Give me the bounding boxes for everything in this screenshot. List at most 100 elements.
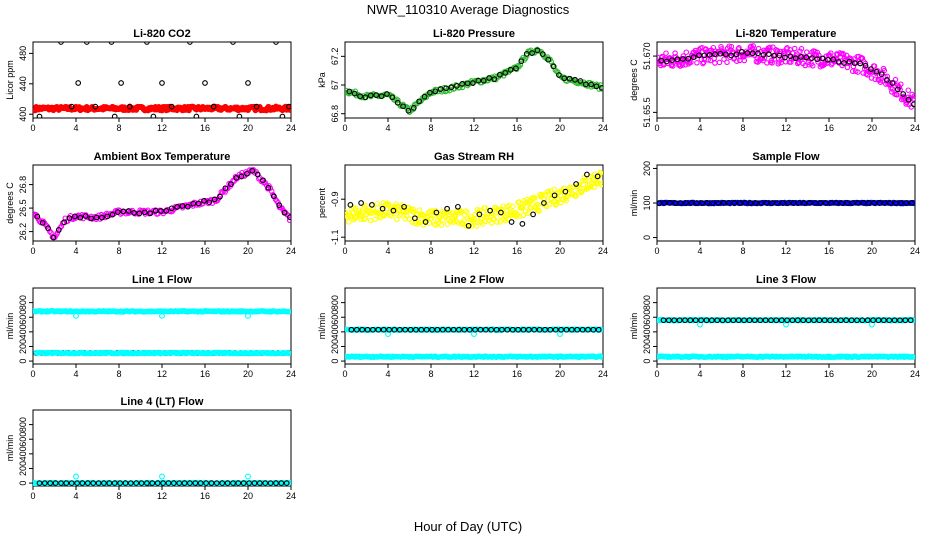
data-point bbox=[249, 168, 256, 174]
data-point bbox=[599, 327, 603, 333]
data-point bbox=[674, 56, 681, 63]
data-point bbox=[362, 94, 369, 101]
data-point bbox=[832, 317, 839, 324]
x-tick-label: 24 bbox=[910, 369, 920, 379]
data-point bbox=[84, 480, 91, 486]
data-point bbox=[437, 86, 444, 92]
data-point bbox=[475, 77, 482, 84]
data-point bbox=[848, 317, 855, 324]
x-tick-label: 8 bbox=[428, 123, 433, 133]
data-point bbox=[496, 71, 503, 78]
data-point bbox=[769, 60, 775, 66]
data-point bbox=[90, 480, 97, 486]
data-point bbox=[98, 211, 105, 218]
data-point bbox=[846, 58, 853, 65]
data-point bbox=[402, 326, 409, 333]
data-point bbox=[427, 89, 433, 96]
data-point bbox=[731, 200, 738, 206]
data-point bbox=[385, 201, 392, 208]
data-point bbox=[373, 92, 380, 98]
panel-title: Gas Stream RH bbox=[434, 151, 514, 163]
x-tick-label: 16 bbox=[200, 491, 210, 501]
data-point bbox=[658, 57, 665, 64]
data-point bbox=[788, 59, 794, 65]
data-point bbox=[158, 208, 164, 214]
data-point bbox=[464, 209, 470, 215]
data-point bbox=[517, 62, 524, 68]
data-point bbox=[556, 72, 562, 78]
data-point bbox=[889, 80, 896, 86]
data-point bbox=[412, 215, 418, 222]
x-tick-label: 0 bbox=[342, 369, 347, 379]
data-point bbox=[152, 207, 159, 214]
x-tick-label: 20 bbox=[867, 123, 877, 133]
data-point bbox=[819, 55, 826, 62]
data-point bbox=[762, 317, 769, 324]
data-point bbox=[805, 317, 812, 324]
data-point bbox=[438, 222, 445, 228]
data-point bbox=[379, 205, 386, 212]
data-point bbox=[871, 200, 877, 206]
y-axis-label: degrees C bbox=[5, 182, 15, 224]
x-tick-label: 12 bbox=[469, 369, 479, 379]
data-point bbox=[190, 200, 197, 207]
data-point bbox=[873, 68, 880, 75]
data-point bbox=[287, 214, 291, 221]
plot-frame bbox=[32, 164, 292, 242]
data-point bbox=[530, 211, 536, 218]
y-tick-label: 480 bbox=[18, 46, 28, 61]
data-point bbox=[464, 80, 471, 87]
data-point bbox=[767, 44, 773, 51]
data-point bbox=[911, 317, 915, 324]
data-point bbox=[798, 46, 805, 52]
data-point bbox=[405, 107, 412, 114]
data-point bbox=[504, 326, 511, 333]
data-point bbox=[370, 326, 376, 333]
data-point bbox=[88, 215, 94, 222]
x-tick-label: 8 bbox=[740, 123, 745, 133]
x-tick-label: 0 bbox=[30, 246, 35, 256]
data-point bbox=[144, 480, 150, 486]
data-point bbox=[787, 53, 794, 60]
data-point bbox=[211, 196, 218, 203]
data-point bbox=[875, 317, 882, 324]
data-point bbox=[669, 57, 675, 63]
y-tick-label: 600 bbox=[642, 310, 652, 325]
data-point bbox=[835, 58, 842, 65]
data-point bbox=[505, 216, 512, 222]
data-point bbox=[558, 326, 564, 333]
data-point bbox=[219, 480, 226, 486]
y-tick-label: 0 bbox=[642, 359, 652, 364]
data-point bbox=[768, 317, 774, 324]
data-point bbox=[690, 54, 697, 61]
data-point bbox=[374, 200, 381, 207]
x-tick-label: 4 bbox=[385, 246, 390, 256]
series-2 bbox=[347, 171, 601, 229]
data-point bbox=[726, 200, 732, 206]
data-point bbox=[73, 473, 79, 480]
y-tick-label: 600 bbox=[18, 310, 28, 325]
panel-title: Li-820 Temperature bbox=[736, 28, 837, 40]
x-tick-label: 16 bbox=[512, 369, 522, 379]
data-point bbox=[751, 317, 758, 324]
x-tick-label: 12 bbox=[781, 369, 791, 379]
data-point bbox=[461, 326, 468, 333]
data-point bbox=[825, 56, 831, 63]
data-point bbox=[730, 317, 737, 324]
data-point bbox=[903, 200, 910, 206]
data-point bbox=[776, 59, 782, 65]
data-point bbox=[187, 42, 193, 45]
data-point bbox=[394, 99, 401, 106]
data-point bbox=[744, 50, 751, 56]
data-point bbox=[672, 200, 679, 206]
data-point bbox=[197, 480, 204, 486]
data-point bbox=[516, 213, 523, 219]
data-point bbox=[784, 317, 790, 324]
data-point bbox=[844, 200, 851, 206]
data-point bbox=[487, 207, 493, 214]
data-point bbox=[287, 479, 291, 486]
data-point bbox=[181, 480, 188, 486]
data-point bbox=[908, 200, 915, 206]
data-point bbox=[504, 204, 511, 210]
